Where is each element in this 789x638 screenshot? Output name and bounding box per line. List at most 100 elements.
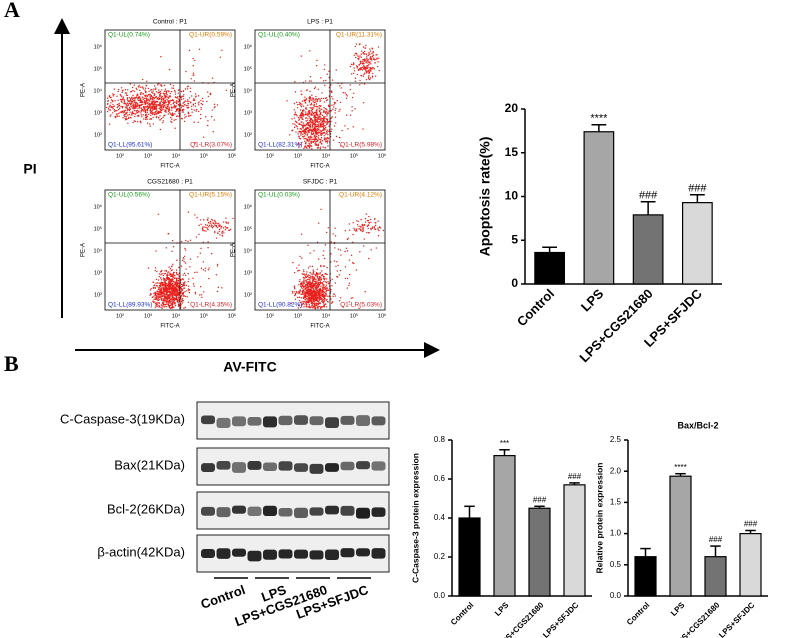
tick-label: 10³ [94, 270, 102, 276]
event-dot [319, 272, 321, 274]
event-dot [323, 135, 325, 137]
event-dot [138, 107, 141, 109]
tick-label: 10³ [294, 153, 302, 159]
event-dot [162, 286, 165, 288]
event-dot [160, 294, 162, 296]
event-dot [358, 58, 360, 61]
event-dot [138, 105, 141, 108]
event-dot [227, 221, 229, 224]
event-dot [372, 50, 375, 53]
event-dot [302, 302, 305, 305]
event-dot [116, 115, 119, 117]
event-dot [356, 224, 359, 226]
event-dot [194, 291, 197, 294]
event-dot [318, 131, 321, 134]
event-dot [167, 294, 169, 296]
x-tick-label: LPS+SFJDC [541, 600, 580, 638]
y-axis-label: Relative protein expression [594, 462, 604, 573]
event-dot [163, 90, 166, 92]
event-dot [142, 88, 145, 90]
event-dot [309, 274, 311, 277]
event-dot [160, 117, 163, 120]
event-dot [317, 299, 319, 301]
tick-label: 10⁵ [244, 65, 252, 72]
event-dot [318, 135, 320, 137]
event-dot [123, 99, 126, 101]
event-dot [315, 135, 318, 138]
event-dot [154, 101, 156, 103]
event-dot [323, 257, 326, 260]
event-dot [372, 54, 374, 57]
event-dot [309, 300, 311, 302]
event-dot [142, 98, 144, 101]
event-dot [301, 284, 304, 287]
event-dot [177, 96, 179, 98]
event-dot [302, 281, 304, 283]
event-dot [152, 113, 154, 116]
event-dot [313, 288, 315, 290]
event-dot [201, 97, 204, 100]
event-dot [332, 295, 334, 298]
event-dot [324, 303, 327, 305]
event-dot [175, 278, 178, 280]
event-dot [305, 302, 307, 304]
event-dot [305, 127, 307, 130]
event-dot [368, 62, 371, 64]
event-dot [142, 103, 144, 106]
event-dot [174, 96, 177, 98]
event-dot [114, 115, 116, 118]
event-dot [331, 104, 333, 106]
event-dot [316, 294, 319, 297]
event-dot [323, 303, 325, 306]
event-dot [346, 287, 348, 289]
event-dot [303, 129, 306, 131]
y-tick-label: 20 [505, 101, 519, 115]
event-dot [155, 95, 157, 98]
event-dot [202, 226, 204, 228]
event-dot [318, 291, 320, 293]
event-dot [340, 254, 342, 256]
event-dot [312, 112, 315, 115]
event-dot [356, 67, 358, 69]
axis-title: FITC-A [160, 164, 179, 170]
event-dot [163, 297, 166, 299]
event-dot [161, 89, 163, 91]
event-dot [168, 95, 171, 97]
event-dot [189, 90, 192, 93]
event-dot [126, 98, 129, 100]
event-dot [176, 259, 178, 261]
event-dot [368, 215, 370, 218]
event-dot [298, 137, 301, 140]
event-dot [146, 109, 149, 112]
event-dot [164, 97, 166, 99]
event-dot [326, 295, 328, 297]
annotation: ### [709, 535, 723, 544]
event-dot [142, 86, 144, 88]
event-dot [166, 286, 168, 289]
event-dot [365, 61, 367, 63]
event-dot [169, 267, 172, 270]
event-dot [299, 117, 301, 119]
chart-title: Bax/Bcl-2 [677, 420, 718, 430]
event-dot [141, 78, 144, 81]
event-dot [316, 111, 318, 114]
event-dot [358, 57, 360, 59]
event-dot [163, 105, 165, 107]
event-dot [174, 275, 176, 277]
event-dot [126, 111, 128, 113]
event-dot [211, 77, 214, 79]
event-dot [301, 301, 303, 303]
event-dot [324, 288, 326, 291]
y-tick-label: 1.0 [610, 529, 622, 538]
event-dot [294, 111, 297, 113]
event-dot [214, 230, 216, 233]
event-dot [317, 114, 319, 117]
event-dot [199, 113, 202, 116]
event-dot [325, 138, 328, 140]
event-dot [171, 306, 174, 309]
event-dot [317, 302, 319, 305]
event-dot [135, 105, 137, 108]
event-dot [158, 97, 161, 99]
event-dot [154, 104, 156, 106]
event-dot [374, 224, 377, 227]
